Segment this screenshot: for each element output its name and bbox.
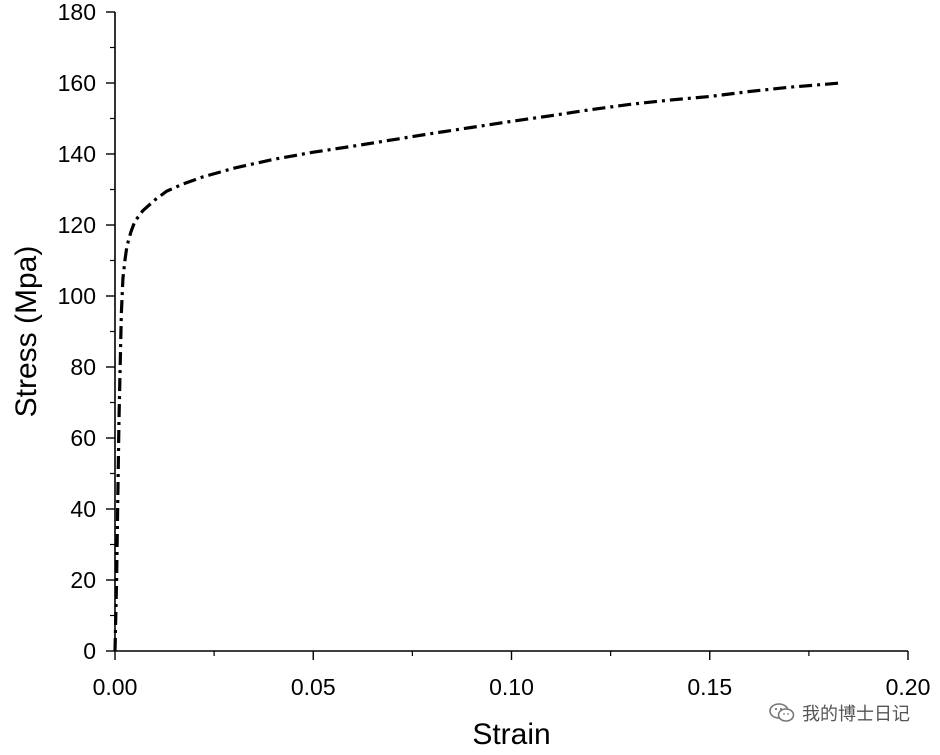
y-tick-label: 40 [70,496,96,522]
y-tick-label: 80 [70,354,96,380]
y-tick-label: 60 [70,425,96,451]
x-tick-label: 0.15 [687,674,732,700]
x-axis-title: Strain [472,718,550,751]
axes [114,12,908,652]
y-tick-label: 20 [70,567,96,593]
watermark-text: 我的博士日记 [802,704,910,725]
x-tick-label: 0.05 [291,674,336,700]
x-tick-label: 0.00 [93,674,138,700]
y-axis-title: Stress (Mpa) [10,246,43,418]
y-tick-label: 120 [58,212,96,238]
x-tick-label: 0.10 [489,674,534,700]
y-tick-label: 180 [58,0,96,25]
x-tick-label: 0.20 [886,674,931,700]
y-tick-label: 0 [83,638,96,664]
watermark: 我的博士日记 [768,700,910,726]
y-tick-label: 140 [58,141,96,167]
wechat-icon [769,703,795,722]
stress-strain-curve [113,81,841,652]
y-tick-label: 160 [58,70,96,96]
ticks: 0.00 0.05 0.10 0.15 0.20 0 20 40 60 80 100 120 140 16… [58,0,931,700]
series-layer [113,81,841,652]
y-tick-label: 100 [58,283,96,309]
